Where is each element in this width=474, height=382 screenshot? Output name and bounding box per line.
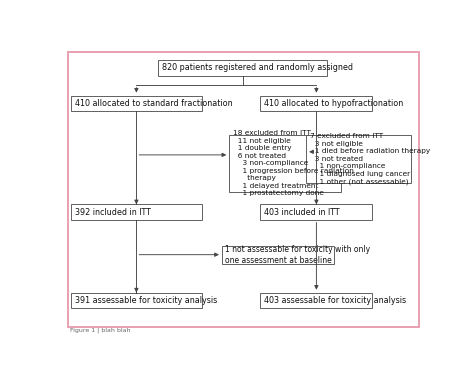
Text: 1 not assessable for toxicity with only
one assessment at baseline: 1 not assessable for toxicity with only … xyxy=(226,244,371,265)
FancyBboxPatch shape xyxy=(71,293,201,308)
FancyBboxPatch shape xyxy=(222,246,334,264)
Text: 18 excluded from ITT
  11 not eligible
  1 double entry
  6 not treated
    3 no: 18 excluded from ITT 11 not eligible 1 d… xyxy=(233,131,354,196)
Text: 391 assessable for toxicity analysis: 391 assessable for toxicity analysis xyxy=(75,296,217,305)
FancyBboxPatch shape xyxy=(229,135,341,192)
Text: 410 allocated to standard fractionation: 410 allocated to standard fractionation xyxy=(75,99,232,108)
FancyBboxPatch shape xyxy=(260,204,373,220)
Text: 392 included in ITT: 392 included in ITT xyxy=(75,207,151,217)
Text: 7 excluded from ITT
  3 not eligible
  1 died before radiation therapy
  3 not t: 7 excluded from ITT 3 not eligible 1 die… xyxy=(310,133,430,185)
FancyBboxPatch shape xyxy=(71,96,201,111)
FancyBboxPatch shape xyxy=(260,293,373,308)
Text: 820 patients registered and randomly assigned: 820 patients registered and randomly ass… xyxy=(162,63,353,73)
Text: 410 allocated to hypofractionation: 410 allocated to hypofractionation xyxy=(264,99,403,108)
FancyBboxPatch shape xyxy=(158,60,328,76)
Text: 403 included in ITT: 403 included in ITT xyxy=(264,207,340,217)
FancyBboxPatch shape xyxy=(260,96,373,111)
FancyBboxPatch shape xyxy=(68,52,419,327)
FancyBboxPatch shape xyxy=(71,204,201,220)
Text: Figure 1 | blah blah: Figure 1 | blah blah xyxy=(70,327,131,333)
FancyBboxPatch shape xyxy=(306,135,411,183)
Text: 403 assessable for toxicity analysis: 403 assessable for toxicity analysis xyxy=(264,296,406,305)
